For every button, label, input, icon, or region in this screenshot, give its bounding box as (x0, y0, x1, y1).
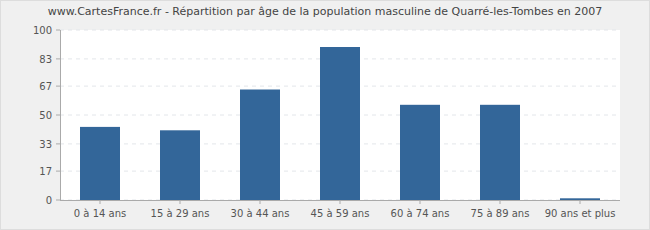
plot-area (60, 30, 620, 200)
background (1, 1, 650, 230)
x-tick-label: 90 ans et plus (545, 208, 616, 219)
y-tick (56, 143, 60, 144)
x-tick-label: 30 à 44 ans (231, 208, 290, 219)
x-tick-label: 0 à 14 ans (74, 208, 126, 219)
y-tick-label: 33 (39, 139, 52, 150)
y-tick (56, 200, 60, 201)
y-tick-label: 50 (39, 110, 52, 121)
bar (320, 47, 360, 200)
y-tick-label: 0 (46, 195, 52, 206)
y-tick (56, 58, 60, 59)
chart-svg: www.CartesFrance.fr - Répartition par âg… (0, 0, 650, 230)
y-tick (56, 30, 60, 31)
x-tick-label: 45 à 59 ans (311, 208, 370, 219)
bar (240, 90, 280, 201)
x-tick (260, 200, 261, 204)
bar (480, 105, 520, 200)
y-tick (56, 171, 60, 172)
x-tick (500, 200, 501, 204)
x-tick-label: 60 à 74 ans (391, 208, 450, 219)
y-axis (60, 30, 61, 200)
y-tick-label: 67 (39, 81, 52, 92)
x-tick (340, 200, 341, 204)
x-tick (580, 200, 581, 204)
x-tick (420, 200, 421, 204)
bar (160, 130, 200, 200)
bar (80, 127, 120, 200)
bars (80, 47, 600, 200)
x-tick-label: 15 à 29 ans (151, 208, 210, 219)
y-tick (56, 86, 60, 87)
chart-container: www.CartesFrance.fr - Répartition par âg… (0, 0, 650, 230)
y-tick (56, 115, 60, 116)
y-tick-label: 83 (39, 54, 52, 65)
y-tick-label: 100 (33, 25, 52, 36)
x-tick-label: 75 à 89 ans (471, 208, 530, 219)
bar (400, 105, 440, 200)
x-tick (100, 200, 101, 204)
x-tick (180, 200, 181, 204)
title: www.CartesFrance.fr - Répartition par âg… (48, 5, 603, 18)
grid-line (60, 30, 620, 31)
bar (560, 198, 600, 200)
y-tick-label: 17 (39, 166, 52, 177)
